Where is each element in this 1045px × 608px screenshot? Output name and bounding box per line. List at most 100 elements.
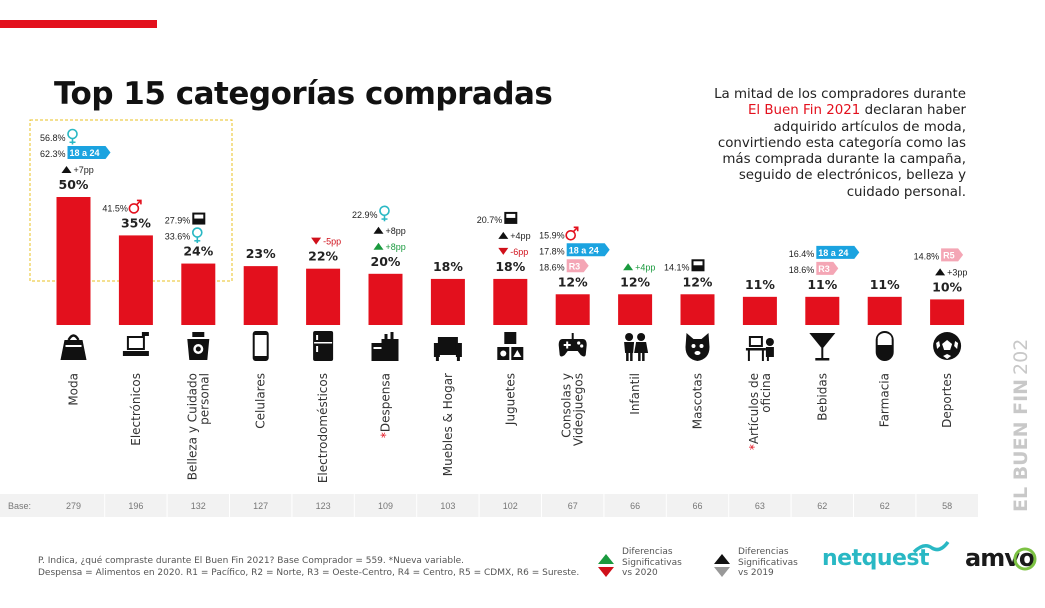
base-row-divider bbox=[104, 494, 106, 517]
base-value: 127 bbox=[253, 501, 268, 511]
category-label: oficina bbox=[759, 373, 773, 413]
change-label: -5pp bbox=[323, 237, 341, 247]
footnote: P. Indica, ¿qué compraste durante El Bue… bbox=[38, 556, 579, 579]
base-row-divider bbox=[166, 494, 168, 517]
female-icon bbox=[67, 128, 78, 140]
bar bbox=[181, 263, 216, 325]
dog-icon bbox=[685, 333, 710, 361]
annotation-pct: 20.7% bbox=[477, 215, 503, 225]
category-label-text: Consolas y bbox=[560, 373, 574, 438]
bar bbox=[368, 273, 403, 325]
annotation-pct: 16.4% bbox=[789, 249, 815, 259]
segment-tag-label: R3 bbox=[569, 261, 581, 271]
category-label: Videojuegos bbox=[572, 373, 586, 446]
summary-text-b: declaran haber adquirido artículos de mo… bbox=[717, 103, 966, 200]
change-arrow-down bbox=[498, 247, 509, 255]
category-label-text: Deportes bbox=[940, 373, 954, 428]
segment-tag bbox=[566, 259, 589, 273]
category-label-text: oficina bbox=[759, 373, 773, 413]
legend-2019: Diferencias Significativas vs 2019 bbox=[738, 547, 798, 579]
bar-value-label: 11% bbox=[870, 277, 900, 292]
page-title: Top 15 categorías compradas bbox=[54, 76, 553, 112]
bar bbox=[930, 299, 965, 325]
legend-2020-line3: vs 2020 bbox=[622, 568, 658, 578]
bar bbox=[118, 235, 153, 325]
bar-value-label: 22% bbox=[308, 249, 338, 264]
footnote-line-1: P. Indica, ¿qué compraste durante El Bue… bbox=[38, 556, 464, 566]
change-arrow-up bbox=[935, 268, 946, 276]
bar bbox=[306, 268, 341, 325]
base-value: 62 bbox=[880, 501, 890, 511]
legend-2019-line1: Diferencias bbox=[738, 547, 789, 557]
netquest-logo-mark bbox=[912, 540, 950, 554]
change-arrow-up bbox=[623, 263, 634, 271]
amvo-logo-mark bbox=[1013, 547, 1037, 571]
category-label-text: Moda bbox=[67, 373, 81, 406]
bar bbox=[680, 294, 715, 325]
bar-value-label: 11% bbox=[745, 277, 775, 292]
armchair-icon bbox=[433, 337, 462, 361]
bar-value-label: 50% bbox=[59, 177, 89, 192]
category-label: Deportes bbox=[940, 373, 954, 428]
annotation-pct: 14.1% bbox=[664, 262, 690, 272]
highlight-box bbox=[29, 119, 233, 282]
category-label: Electrónicos bbox=[129, 373, 143, 446]
bar-value-label: 35% bbox=[121, 215, 151, 230]
base-value: 66 bbox=[692, 501, 702, 511]
base-value: 103 bbox=[440, 501, 455, 511]
category-label-text: Electrónicos bbox=[129, 373, 143, 446]
base-row-divider bbox=[353, 494, 355, 517]
bar-value-label: 12% bbox=[620, 274, 650, 289]
base-value: 67 bbox=[568, 501, 578, 511]
bar-value-label: 20% bbox=[371, 254, 401, 269]
female-icon bbox=[379, 205, 390, 217]
base-row-divider bbox=[291, 494, 293, 517]
vertical-brand-text: EL BUEN FIN 2021 bbox=[1010, 340, 1032, 512]
female-icon-cross bbox=[381, 218, 388, 220]
bar bbox=[493, 278, 528, 325]
legend-2019-line3: vs 2019 bbox=[738, 568, 774, 578]
category-label-text: Celulares bbox=[254, 373, 268, 429]
legend-2020-line1: Diferencias bbox=[622, 547, 673, 557]
bar bbox=[56, 197, 91, 325]
base-value: 58 bbox=[942, 501, 952, 511]
annotation-pct: 18.6% bbox=[539, 262, 565, 272]
category-label: Belleza y Cuidado bbox=[185, 373, 199, 480]
category-label-text: Muebles & Hogar bbox=[441, 373, 455, 476]
male-icon bbox=[565, 229, 577, 241]
segment-tag-label: R5 bbox=[943, 250, 955, 260]
female-icon bbox=[192, 227, 203, 238]
category-label: Electrodomésticos bbox=[316, 373, 330, 483]
category-label: Juguetes bbox=[503, 373, 517, 426]
segment-tag bbox=[941, 248, 964, 262]
bar-value-label: 18% bbox=[495, 259, 525, 274]
summary-text-a: La mitad de los compradores durante bbox=[714, 87, 966, 102]
base-row-divider bbox=[541, 494, 542, 517]
change-label: +8pp bbox=[386, 226, 406, 236]
bar-value-label: 24% bbox=[183, 244, 213, 259]
desk-icon bbox=[745, 336, 774, 361]
vertical-brand-name: EL BUEN FIN bbox=[1010, 379, 1032, 512]
category-label-text: Juguetes bbox=[503, 373, 517, 426]
summary-highlight: El Buen Fin 2021 bbox=[747, 103, 861, 119]
category-label-text: Videojuegos bbox=[572, 373, 586, 446]
top-accent-bar bbox=[0, 20, 157, 28]
annotation-pct: 62.3% bbox=[40, 149, 66, 159]
base-value: 62 bbox=[817, 501, 827, 511]
bar bbox=[742, 296, 777, 325]
annotation-pct: 22.9% bbox=[352, 210, 378, 220]
base-value: 63 bbox=[755, 501, 765, 511]
category-label: Celulares bbox=[254, 373, 268, 429]
change-label: +3pp bbox=[947, 267, 967, 277]
legend-2019-icon bbox=[714, 554, 730, 577]
base-value: 123 bbox=[316, 501, 331, 511]
segment-tag bbox=[566, 243, 610, 257]
male-icon-arrow bbox=[573, 226, 579, 232]
change-arrow-up bbox=[373, 242, 384, 250]
segment-tag bbox=[816, 261, 839, 275]
male-icon-arrow bbox=[136, 199, 142, 205]
female-icon-cross bbox=[69, 141, 76, 143]
category-label: Moda bbox=[67, 373, 81, 406]
bar bbox=[618, 294, 653, 325]
